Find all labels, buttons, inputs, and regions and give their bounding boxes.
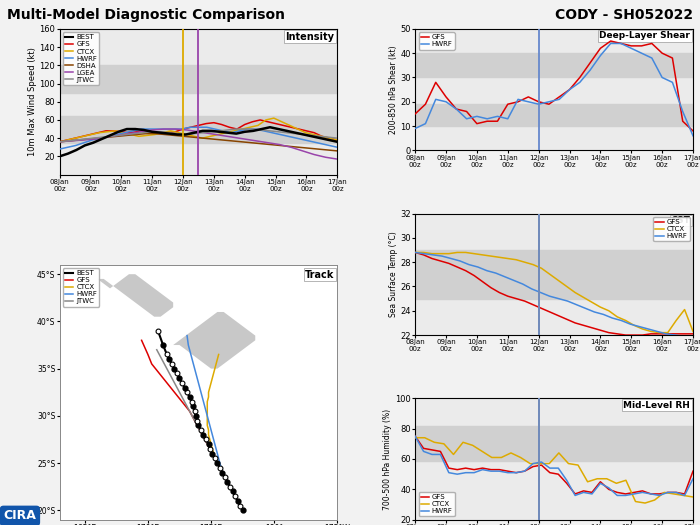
Polygon shape [97, 274, 173, 317]
Y-axis label: 700-500 hPa Humidity (%): 700-500 hPa Humidity (%) [384, 408, 393, 510]
Text: Mid-Level RH: Mid-Level RH [623, 401, 690, 410]
Bar [60, 117, 337, 143]
Text: SST: SST [671, 216, 690, 225]
Text: Track: Track [305, 270, 335, 280]
Text: Multi-Model Diagnostic Comparison: Multi-Model Diagnostic Comparison [7, 8, 285, 22]
Y-axis label: 10m Max Wind Speed (kt): 10m Max Wind Speed (kt) [28, 47, 36, 156]
Bar [415, 53, 693, 78]
Text: CODY - SH052022: CODY - SH052022 [555, 8, 693, 22]
Text: Deep-Layer Shear: Deep-Layer Shear [599, 32, 690, 40]
Legend: GFS, HWRF: GFS, HWRF [419, 33, 455, 49]
Text: Intensity: Intensity [286, 32, 335, 42]
Legend: BEST, GFS, CTCX, HWRF, DSHA, LGEA, JTWC: BEST, GFS, CTCX, HWRF, DSHA, LGEA, JTWC [63, 33, 99, 85]
Y-axis label: Sea Surface Temp (°C): Sea Surface Temp (°C) [389, 232, 398, 317]
Legend: BEST, GFS, CTCX, HWRF, JTWC: BEST, GFS, CTCX, HWRF, JTWC [63, 268, 99, 307]
Legend: GFS, CTCX, HWRF: GFS, CTCX, HWRF [419, 492, 455, 516]
Bar [415, 104, 693, 126]
Bar [415, 250, 693, 299]
Y-axis label: 200-850 hPa Shear (kt): 200-850 hPa Shear (kt) [389, 45, 398, 134]
Bar [60, 65, 337, 92]
Bar [415, 426, 693, 460]
Polygon shape [173, 312, 256, 369]
Legend: GFS, CTCX, HWRF: GFS, CTCX, HWRF [653, 217, 690, 242]
Text: CIRA: CIRA [4, 509, 36, 522]
